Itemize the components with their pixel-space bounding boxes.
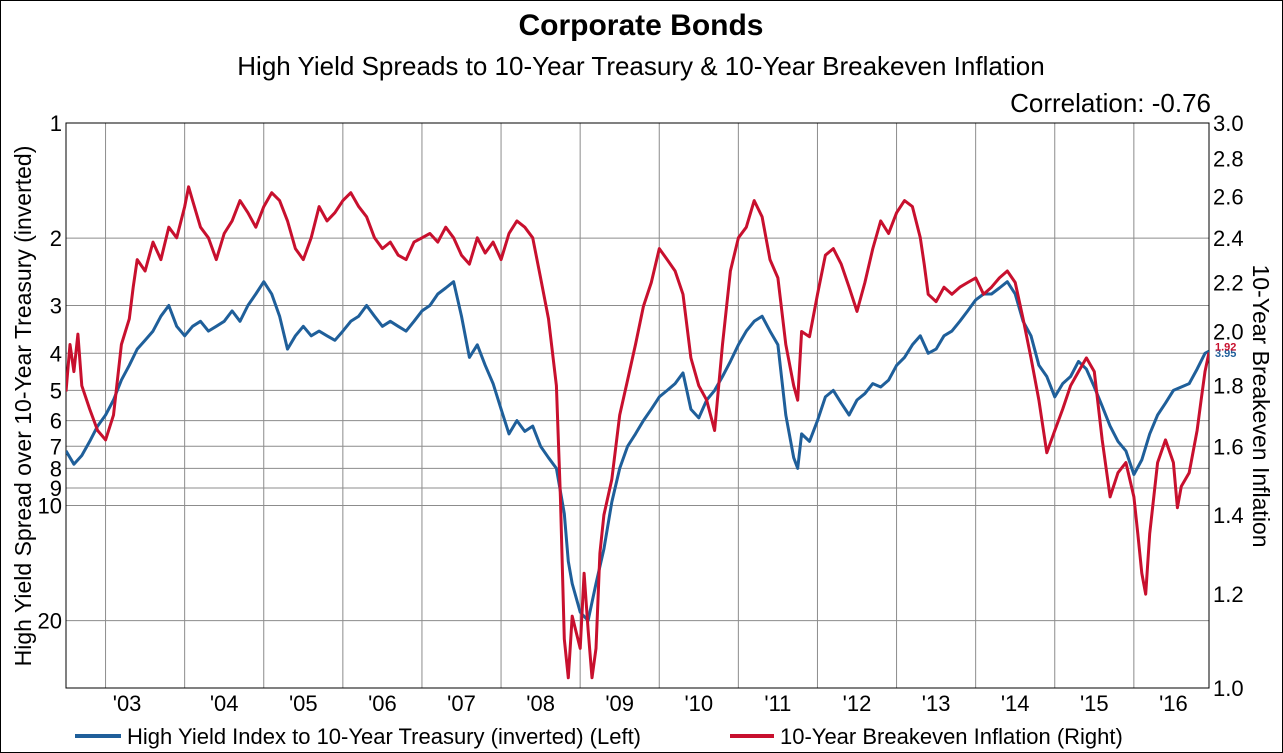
- x-tick-label: '12: [843, 691, 872, 716]
- left-tick-label: 6: [50, 409, 62, 434]
- x-tick-label: '07: [447, 691, 476, 716]
- right-tick-label: 2.2: [1213, 271, 1244, 296]
- left-tick-label: 10: [38, 494, 62, 519]
- horizontal-gridlines: [66, 122, 1209, 622]
- right-tick-label: 2.4: [1213, 226, 1244, 251]
- series-lines: [66, 185, 1209, 680]
- right-tick-label: 2.8: [1213, 146, 1244, 171]
- right-tick-label: 1.0: [1213, 676, 1244, 701]
- legend-label-high-yield: High Yield Index to 10-Year Treasury (in…: [127, 724, 641, 749]
- left-tick-label: 9: [50, 476, 62, 501]
- left-tick-label: 7: [50, 434, 62, 459]
- plot-area-frame: [65, 122, 1210, 689]
- left-tick-label: 1: [50, 111, 62, 136]
- correlation-annotation: Correlation: -0.76: [1010, 88, 1211, 118]
- right-tick-label: 1.4: [1213, 503, 1244, 528]
- x-tick-label: '04: [210, 691, 239, 716]
- x-tick-label: '08: [526, 691, 555, 716]
- series-line-breakeven: [66, 185, 1209, 680]
- right-tick-label: 3.0: [1213, 111, 1244, 136]
- left-axis-label: High Yield Spread over 10-Year Treasury …: [10, 146, 36, 667]
- left-tick-label: 3: [50, 293, 62, 318]
- x-axis-ticks: '03 '04 '05 '06 '07 '08 '09 '10 '11 '12 '13 '14 '15 '…: [113, 691, 1188, 716]
- chart-subtitle: High Yield Spreads to 10-Year Treasury &…: [237, 51, 1044, 81]
- right-axis-ticks: 1.0 1.2 1.4 1.6 1.8 2.0 2.2 2.4 2.6 2.8 3.0: [1213, 111, 1244, 701]
- left-tick-label: 8: [50, 456, 62, 481]
- x-tick-label: '15: [1080, 691, 1109, 716]
- last-value-labels: 3.951.92: [1215, 342, 1236, 361]
- x-tick-label: '11: [764, 691, 791, 716]
- last-value-label: 1.92: [1215, 342, 1236, 354]
- x-tick-label: '10: [684, 691, 713, 716]
- left-tick-label: 5: [50, 378, 62, 403]
- x-tick-label: '09: [605, 691, 634, 716]
- last-value-label: 3.95: [1215, 348, 1236, 360]
- x-tick-label: '03: [113, 691, 142, 716]
- legend-label-breakeven: 10-Year Breakeven Inflation (Right): [780, 724, 1123, 749]
- chart-title: Corporate Bonds: [518, 9, 763, 42]
- left-tick-label: 2: [50, 226, 62, 251]
- right-tick-label: 2.0: [1213, 320, 1244, 345]
- right-tick-label: 1.8: [1213, 374, 1244, 399]
- x-tick-label: '13: [922, 691, 951, 716]
- x-tick-label: '06: [368, 691, 397, 716]
- x-tick-label: '14: [1001, 691, 1030, 716]
- right-tick-label: 1.6: [1213, 434, 1244, 459]
- right-tick-label: 1.2: [1213, 582, 1244, 607]
- x-tick-label: '05: [289, 691, 318, 716]
- left-tick-label: 20: [38, 609, 62, 634]
- x-tick-label: '16: [1159, 691, 1188, 716]
- right-tick-label: 2.6: [1213, 185, 1244, 210]
- legend: High Yield Index to 10-Year Treasury (in…: [75, 724, 1123, 749]
- left-tick-label: 4: [50, 341, 62, 366]
- right-axis-label: 10-Year Breakeven Inflation: [1248, 264, 1274, 547]
- vertical-gridlines: [105, 123, 1135, 688]
